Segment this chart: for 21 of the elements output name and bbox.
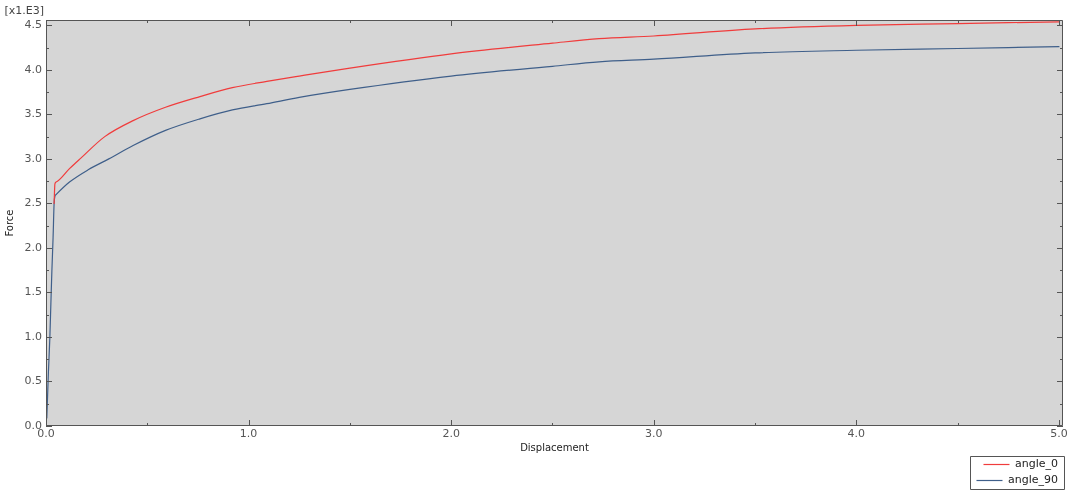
y-tick-label: 3.0 [24,151,42,165]
x-tick-label: 3.0 [645,427,663,441]
y-tick-label: 4.0 [24,62,42,76]
x-tick-label: 2.0 [442,427,460,441]
y-tick-label: 1.0 [24,329,42,343]
y-tick-label: 0.5 [24,374,42,388]
y-tick-label: 1.5 [24,285,42,299]
x-axis-title: Displacement [520,441,589,453]
text: [x1.E3] [4,4,44,18]
legend-label: angle_0 [1014,457,1059,471]
y-tick-label: 2.5 [24,196,42,210]
x-tick-label: 5.0 [1050,427,1068,441]
y-tick-label: 3.5 [24,107,42,121]
y-axis-title: Force [3,209,15,237]
x-tick-label: 4.0 [847,427,866,441]
x-tick-label: 1.0 [239,427,258,441]
y-tick-label: 4.5 [24,18,42,32]
line-series [46,46,1060,419]
legend-label: angle_90 [1007,473,1058,487]
line-series [53,21,1060,205]
y-tick-label: 2.0 [24,240,42,254]
